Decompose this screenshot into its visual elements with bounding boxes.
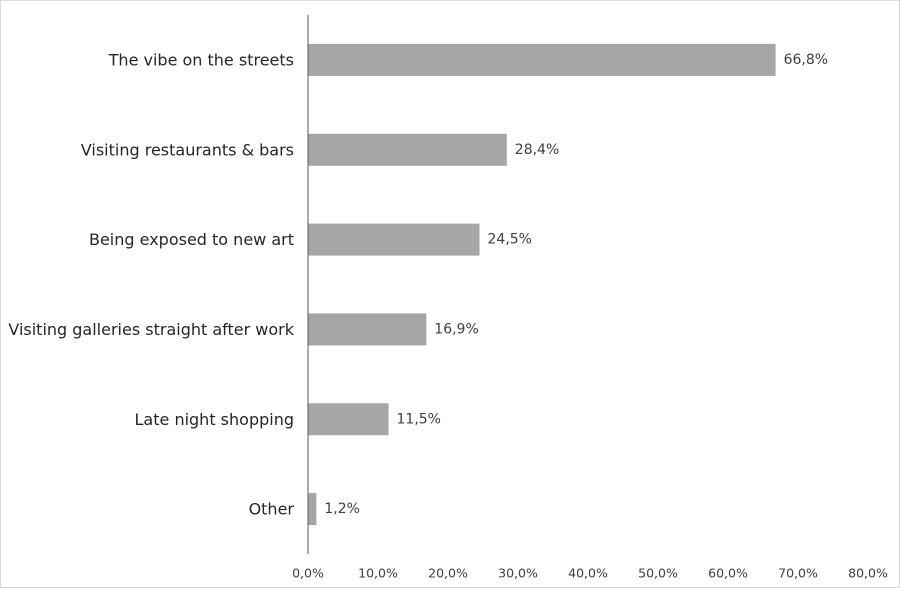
data-label-0: 66,8% xyxy=(784,52,828,68)
x-tick-label-2: 20,0% xyxy=(428,566,468,581)
data-label-4: 11,5% xyxy=(397,411,441,427)
x-tick-label-0: 0,0% xyxy=(292,566,324,581)
x-axis-ticks: 0,0% 10,0% 20,0% 30,0% 40,0% 50,0% 60,0% 70,0% 8… xyxy=(292,566,888,581)
category-labels: The vibe on the streets Visiting restaura… xyxy=(8,50,294,518)
data-labels: 66,8% 28,4% 24,5% 16,9% 11,5% 1,2% xyxy=(324,52,828,517)
category-label-0: The vibe on the streets xyxy=(108,50,294,69)
data-label-2: 24,5% xyxy=(488,232,532,248)
bars-layer xyxy=(308,43,776,526)
x-tick-label-4: 40,0% xyxy=(568,566,608,581)
bar-2 xyxy=(308,223,480,256)
x-tick-label-8: 80,0% xyxy=(848,566,888,581)
category-label-5: Other xyxy=(249,500,295,519)
bar-5 xyxy=(308,493,317,526)
category-label-2: Being exposed to new art xyxy=(89,230,294,249)
x-tick-label-1: 10,0% xyxy=(358,566,398,581)
category-label-3: Visiting galleries straight after work xyxy=(8,320,294,339)
bar-1 xyxy=(308,133,507,166)
data-label-5: 1,2% xyxy=(324,501,360,517)
x-tick-label-3: 30,0% xyxy=(498,566,538,581)
bar-4 xyxy=(308,403,389,436)
x-tick-label-5: 50,0% xyxy=(638,566,678,581)
data-label-1: 28,4% xyxy=(515,142,559,158)
x-tick-label-7: 70,0% xyxy=(778,566,818,581)
bar-3 xyxy=(308,313,427,346)
category-label-1: Visiting restaurants & bars xyxy=(81,140,294,159)
x-tick-label-6: 60,0% xyxy=(708,566,748,581)
bar-0 xyxy=(308,43,776,76)
category-label-4: Late night shopping xyxy=(135,410,294,429)
data-label-3: 16,9% xyxy=(434,321,478,337)
